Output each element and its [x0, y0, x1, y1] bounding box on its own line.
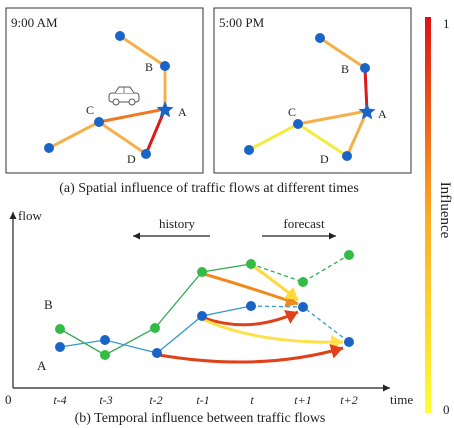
label-A: A	[178, 105, 187, 119]
tick-t+2: t+2	[340, 393, 357, 407]
node-B-t+1	[298, 277, 308, 287]
node-B-t-3	[100, 350, 110, 360]
series-B-line	[59, 263, 252, 356]
label-B-pm: B	[341, 62, 349, 76]
influence-arrow-b-t1	[203, 272, 299, 308]
history-label: history	[159, 216, 196, 231]
panel-morning: 9:00 AM B C A D	[5, 7, 204, 174]
tick-t-3: t-3	[99, 393, 112, 407]
node-D-pm	[342, 151, 352, 161]
edge-D-A	[144, 108, 167, 155]
colorbar-gradient	[425, 17, 431, 413]
node-B-t-1	[197, 267, 207, 277]
edge-C-D-pm	[297, 122, 348, 158]
label-D: D	[127, 152, 136, 166]
node-A-t-3	[100, 335, 110, 345]
car-icon	[108, 86, 140, 106]
colorbar: 1 0 Influence	[425, 16, 453, 417]
node-B-pm	[360, 63, 370, 73]
influence-arrow-b-t	[252, 264, 299, 302]
label-D-pm: D	[320, 152, 329, 166]
edge-top-B-pm	[319, 36, 366, 70]
node-B-t+2	[344, 250, 354, 260]
node-B-t-4	[55, 324, 65, 334]
label-C-pm: C	[288, 105, 296, 119]
node-B-t-2	[150, 323, 160, 333]
node-B-t	[246, 259, 256, 269]
edge-C-D	[98, 120, 147, 156]
temporal-panel: flow time 0 history forecast	[5, 208, 413, 426]
node-A-t-2	[152, 348, 162, 358]
node-B	[160, 61, 170, 71]
tick-t: t	[250, 393, 254, 407]
caption-a: (a) Spatial influence of traffic flows a…	[59, 181, 359, 196]
tick-t+1: t+1	[294, 393, 311, 407]
node-C	[94, 117, 104, 127]
panel-evening: 5:00 PM B C A D	[213, 7, 412, 174]
panel-evening-frame	[213, 7, 412, 174]
series-B-forecast	[250, 254, 350, 283]
series-B-label: B	[44, 297, 53, 312]
colorbar-max-label: 1	[443, 16, 450, 31]
edge-top-B	[119, 34, 166, 68]
node-A-t+1	[298, 302, 308, 312]
tick-t-1: t-1	[196, 393, 209, 407]
origin-label: 0	[5, 392, 12, 407]
edge-B-A-pm	[363, 67, 369, 112]
edge-C-A	[98, 107, 166, 124]
influence-arrow-a-t1-far	[203, 318, 344, 350]
influence-arrow-a-t1-near	[203, 310, 299, 327]
x-axis-label: time	[390, 392, 413, 407]
node-A-t+2	[344, 337, 354, 347]
star-icon-pm	[358, 103, 376, 120]
edge-left-C	[48, 120, 100, 150]
node-A-t-4	[55, 342, 65, 352]
node-left	[44, 143, 54, 153]
edge-D-A-pm	[345, 110, 369, 157]
influence-arrow-a-t2	[158, 344, 344, 364]
star-icon	[156, 101, 174, 118]
series-A-label: A	[37, 358, 47, 373]
node-A-t	[246, 301, 256, 311]
label-B: B	[145, 60, 153, 74]
colorbar-title: Influence	[437, 182, 453, 239]
edge-left-C-pm	[248, 122, 299, 152]
panel-morning-frame	[5, 7, 204, 174]
node-top	[115, 31, 125, 41]
node-C-pm	[293, 119, 303, 129]
panel-evening-time: 5:00 PM	[219, 15, 265, 30]
node-left-pm	[244, 145, 254, 155]
colorbar-min-label: 0	[443, 402, 450, 417]
tick-t-4: t-4	[53, 393, 66, 407]
edge-C-A-pm	[297, 109, 368, 126]
label-A-pm: A	[378, 107, 387, 121]
node-D	[141, 149, 151, 159]
panel-morning-time: 9:00 AM	[11, 15, 58, 30]
tick-t-2: t-2	[149, 393, 162, 407]
node-A-t-1	[197, 311, 207, 321]
label-C: C	[86, 103, 94, 117]
x-tick-labels: t-4 t-3 t-2 t-1 t t+1 t+2	[53, 393, 357, 407]
node-top-pm	[315, 33, 325, 43]
forecast-label: forecast	[283, 216, 325, 231]
caption-b: (b) Temporal influence between traffic f…	[75, 411, 326, 426]
y-axis-label: flow	[18, 208, 42, 223]
